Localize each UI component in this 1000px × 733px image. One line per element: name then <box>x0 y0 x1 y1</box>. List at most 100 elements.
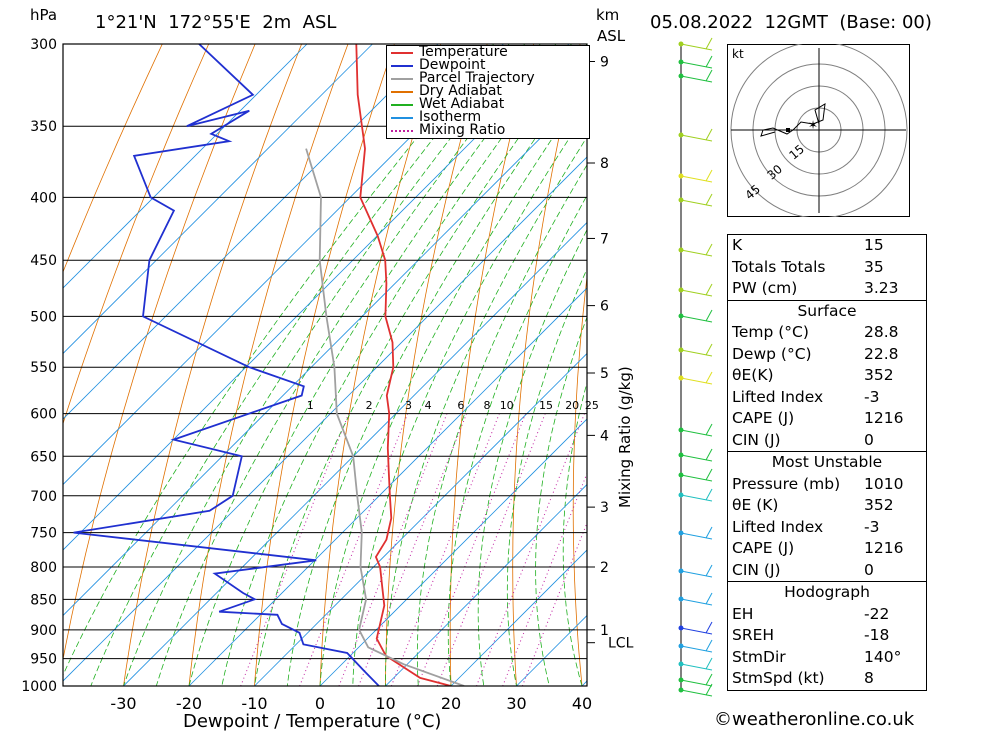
km-tick-label: 2 <box>600 560 609 576</box>
wind-barb-flag <box>705 423 713 436</box>
index-value: 22.8 <box>864 344 899 363</box>
wind-barb <box>680 199 713 207</box>
dry-adiabat-line <box>689 44 720 686</box>
series-line-temperature <box>355 44 452 686</box>
x-tick-label: -20 <box>176 694 202 713</box>
index-row: Pressure (mb) 1010 <box>728 474 926 496</box>
wind-barb-flag <box>705 448 713 461</box>
wind-barb <box>680 454 713 462</box>
series-line-dewpoint <box>73 44 380 686</box>
wet-adiabat-line <box>416 164 587 686</box>
dry-adiabat-line <box>512 44 581 686</box>
wind-barb <box>680 134 713 142</box>
mixing-ratio-label: 25 <box>585 399 599 412</box>
legend-label: Mixing Ratio <box>419 122 506 138</box>
mixing-ratio-label: 1 <box>307 399 314 412</box>
index-value: 3.23 <box>864 279 899 297</box>
wind-barb-flag <box>705 592 713 605</box>
wind-barb-flag <box>705 657 713 670</box>
isotherm-line <box>63 44 570 551</box>
wind-barb <box>680 249 713 257</box>
index-label: CIN (J) <box>732 560 781 579</box>
wind-barb-flag <box>705 243 713 256</box>
wind-barb <box>680 61 713 69</box>
legend-label: Wet Adiabat <box>419 96 505 112</box>
legend: Temperature Dewpoint Parcel Trajectory Dry … <box>386 45 590 139</box>
km-unit-label: km <box>596 6 620 24</box>
index-value: 1010 <box>864 474 904 493</box>
x-tick-label: 20 <box>441 694 461 713</box>
wind-barb <box>680 532 713 540</box>
index-value: 352 <box>864 366 894 384</box>
y-tick-label: 800 <box>30 560 57 576</box>
index-value: 352 <box>864 496 894 514</box>
index-label: StmDir <box>732 647 786 666</box>
wind-barb <box>680 315 713 323</box>
index-value: 8 <box>864 669 874 687</box>
y-tick-label: 450 <box>30 253 57 269</box>
wind-barb-flag <box>705 673 713 686</box>
index-label: Pressure (mb) <box>732 474 841 493</box>
wind-barb-flag <box>705 309 713 322</box>
legend-label: Dewpoint <box>419 57 486 73</box>
index-value: 1216 <box>864 409 904 427</box>
y-tick-label: 900 <box>30 623 57 639</box>
index-label: PW (cm) <box>732 279 798 297</box>
y-tick-label: 350 <box>30 119 57 135</box>
mixing-ratio-line <box>436 412 546 686</box>
index-label: EH <box>732 604 754 623</box>
mixing-ratio-label: 15 <box>539 399 553 412</box>
location-title: 1°21'N 172°55'E 2m ASL <box>95 12 337 33</box>
legend-label: Dry Adiabat <box>419 83 502 99</box>
series-line-parcel-trajectory <box>305 148 465 686</box>
isotherm-line <box>450 549 587 686</box>
mixing-ratio-line <box>240 412 350 686</box>
hodograph-storm-marker: ✶ <box>808 118 818 132</box>
wind-barb <box>680 627 713 635</box>
mixing-ratio-label: 3 <box>405 399 412 412</box>
dry-adiabat-line <box>63 44 163 273</box>
wind-barb-flag <box>705 468 713 481</box>
index-value: -3 <box>864 517 880 536</box>
dry-adiabat-line <box>449 44 534 686</box>
legend-swatch <box>391 64 413 67</box>
legend-item: Wet Adiabat <box>387 96 589 112</box>
wind-barb-flag <box>705 55 713 68</box>
index-value: 0 <box>864 560 874 579</box>
mixing-ratio-line <box>417 412 527 686</box>
index-value: 0 <box>864 430 874 449</box>
legend-item: Parcel Trajectory <box>387 71 589 85</box>
index-label: Lifted Index <box>732 387 824 406</box>
mixing-ratio-label: 6 <box>457 399 464 412</box>
wet-adiabat-line <box>535 316 587 686</box>
wind-barb-flag <box>705 169 713 182</box>
hodograph-point <box>786 128 790 132</box>
index-row: CAPE (J) 1216 <box>728 408 926 430</box>
surface-section-title: Surface <box>797 301 857 320</box>
index-label: θE (K) <box>732 496 779 514</box>
index-label: SREH <box>732 626 775 644</box>
dry-adiabat-line <box>254 44 395 686</box>
mixing-ratio-label: 2 <box>366 399 373 412</box>
mixing-ratio-label: 10 <box>500 399 514 412</box>
wind-barb <box>680 429 713 437</box>
index-row: CIN (J) 0 <box>728 430 926 452</box>
mixing-ratio-line <box>358 412 468 686</box>
credit-link[interactable]: ©weatheronline.co.uk <box>714 709 915 730</box>
x-tick-label: -30 <box>110 694 136 713</box>
wind-barb <box>680 570 713 578</box>
index-label: CAPE (J) <box>732 409 795 427</box>
isotherm-line <box>63 44 439 420</box>
km-tick-label: 4 <box>600 428 609 444</box>
legend-swatch <box>391 103 413 106</box>
km-tick-label: LCL <box>608 636 634 652</box>
km-tick-label: 8 <box>600 156 609 172</box>
index-value: 15 <box>864 236 884 254</box>
legend-item: Temperature <box>387 45 589 59</box>
wind-barb-flag <box>705 639 713 652</box>
wind-barb <box>680 43 713 51</box>
index-row: StmSpd (kt) 8 <box>728 668 926 690</box>
wind-barb-flag <box>705 371 713 384</box>
wind-barb <box>680 75 713 83</box>
y-tick-label: 550 <box>30 360 57 376</box>
